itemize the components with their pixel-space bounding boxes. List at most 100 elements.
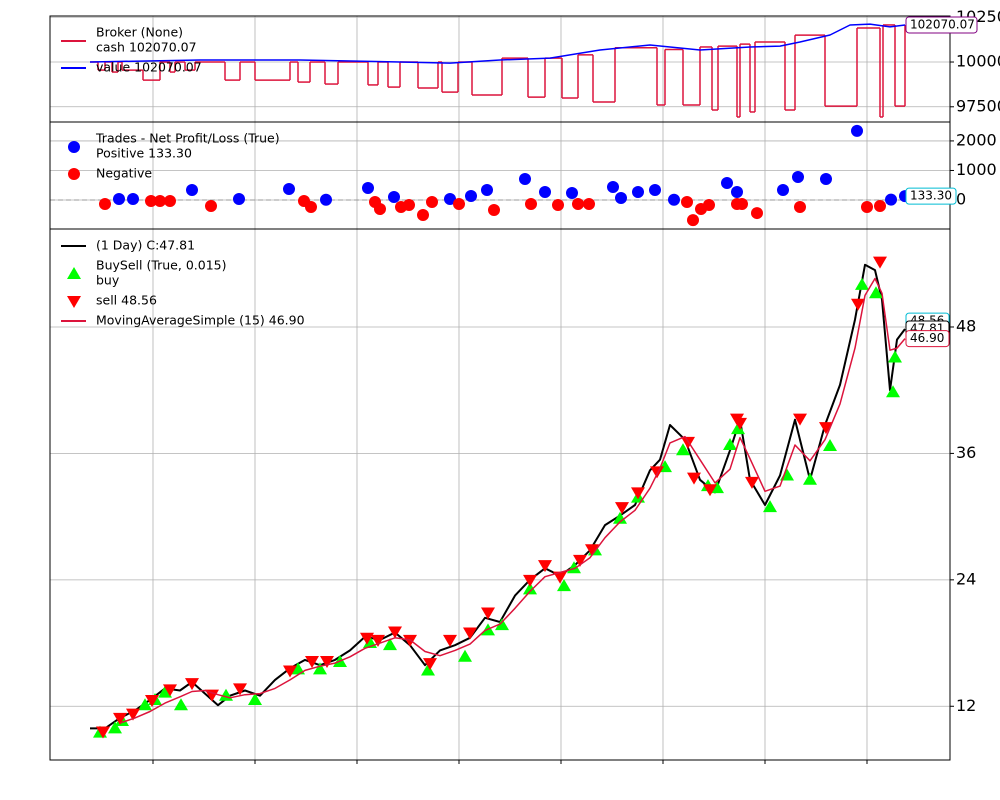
sell-marker <box>423 658 437 671</box>
point <box>164 195 176 208</box>
point <box>566 187 578 200</box>
point <box>453 198 465 211</box>
point <box>417 209 429 222</box>
point <box>820 172 832 185</box>
point <box>481 184 493 197</box>
point <box>792 170 804 183</box>
sell-marker <box>615 502 629 515</box>
buy-marker <box>723 437 737 450</box>
point <box>127 193 139 206</box>
point <box>388 191 400 204</box>
sell-marker <box>443 634 457 647</box>
legend-header: Broker (None) <box>96 25 183 40</box>
legend-label: buy <box>96 273 120 288</box>
point <box>777 184 789 197</box>
point <box>861 201 873 214</box>
buy-marker <box>383 638 397 651</box>
point <box>874 200 886 213</box>
legend-label: (1 Day) C:47.81 <box>96 238 195 253</box>
sell-marker <box>481 607 495 620</box>
point <box>283 183 295 196</box>
buy-marker <box>855 277 869 290</box>
legend-icon <box>68 141 80 153</box>
series-line <box>89 23 906 64</box>
point <box>374 203 386 216</box>
y-tick-label: 12 <box>956 696 976 715</box>
buy-marker <box>886 385 900 398</box>
sell-marker <box>185 678 199 691</box>
buy-marker <box>888 350 902 363</box>
point <box>731 186 743 199</box>
point <box>519 172 531 185</box>
buy-marker <box>676 443 690 456</box>
legend-header: Trades - Net Profit/Loss (True) <box>95 131 280 146</box>
sell-marker <box>573 554 587 567</box>
legend-header: BuySell (True, 0.015) <box>96 258 226 273</box>
point <box>851 124 863 137</box>
sell-marker <box>733 417 747 430</box>
sell-marker <box>388 626 402 639</box>
sell-marker <box>873 256 887 269</box>
sell-marker <box>145 694 159 707</box>
sell-marker <box>538 560 552 573</box>
buy-marker <box>731 422 745 435</box>
y-tick-label: 2000 <box>956 130 997 149</box>
legend-label: Positive 133.30 <box>96 146 192 161</box>
point <box>607 180 619 193</box>
point <box>403 199 415 212</box>
y-tick-label: 1000 <box>956 160 997 179</box>
sell-marker <box>793 413 807 426</box>
point <box>736 198 748 211</box>
value-tag-label: 102070.07 <box>910 17 975 31</box>
sell-marker <box>205 689 219 702</box>
buy-marker <box>557 579 571 592</box>
buy-marker <box>869 286 883 299</box>
point <box>632 186 644 199</box>
buy-marker <box>108 721 122 734</box>
buy-marker <box>248 692 262 705</box>
sell-marker <box>703 484 717 497</box>
point <box>154 195 166 208</box>
buy-marker <box>158 685 172 698</box>
point <box>525 198 537 211</box>
legend-icon <box>68 168 80 180</box>
point <box>703 199 715 212</box>
sell-marker <box>233 683 247 696</box>
sell-marker <box>163 684 177 697</box>
sell-marker <box>463 627 477 640</box>
legend-icon <box>67 296 81 308</box>
buy-marker <box>823 439 837 452</box>
point <box>539 186 551 199</box>
buy-marker <box>174 698 188 711</box>
point <box>681 196 693 209</box>
value-tag-label: 46.90 <box>910 331 944 345</box>
point <box>145 195 157 208</box>
sell-marker <box>320 655 334 668</box>
legend-label: cash 102070.07 <box>96 40 197 55</box>
buy-marker <box>763 500 777 513</box>
point <box>885 193 897 206</box>
buy-marker <box>495 618 509 631</box>
series-line <box>90 263 906 730</box>
point <box>444 193 456 206</box>
point <box>305 201 317 214</box>
legend-label: MovingAverageSimple (15) 46.90 <box>96 313 305 328</box>
sell-marker <box>305 655 319 668</box>
buy-marker <box>613 511 627 524</box>
sell-marker <box>113 712 127 725</box>
sell-marker <box>553 571 567 584</box>
point <box>186 184 198 197</box>
point <box>668 193 680 206</box>
point <box>615 192 627 205</box>
point <box>572 198 584 211</box>
point <box>583 198 595 211</box>
buy-marker <box>458 649 472 662</box>
point <box>721 177 733 190</box>
buy-marker <box>803 472 817 485</box>
buy-marker <box>291 662 305 675</box>
point <box>687 214 699 227</box>
sell-marker <box>585 544 599 557</box>
y-tick-label: 24 <box>956 569 976 588</box>
point <box>552 199 564 212</box>
